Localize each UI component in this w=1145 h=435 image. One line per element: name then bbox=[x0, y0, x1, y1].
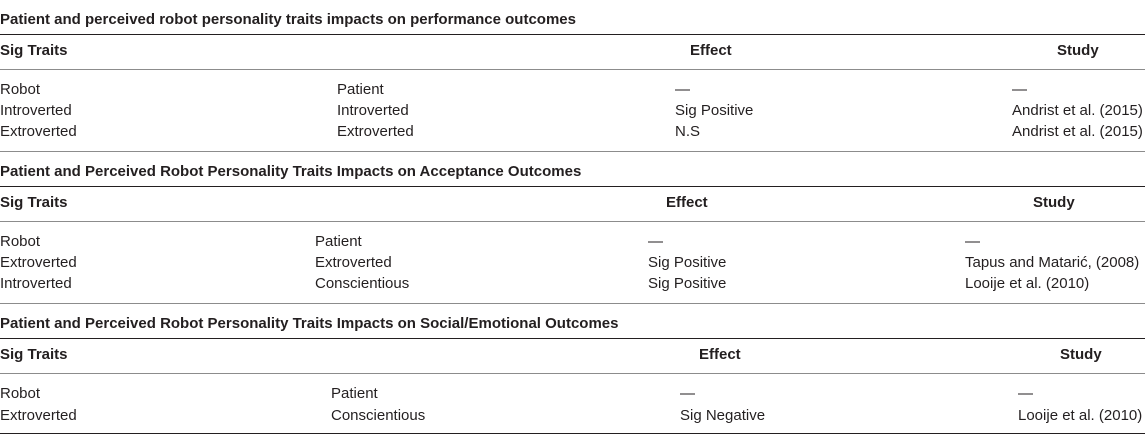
table-2-row-2-effect: Sig Positive bbox=[648, 254, 727, 271]
table-3-header-rule bbox=[0, 373, 1145, 374]
table-1-row-2-patient: Introverted bbox=[337, 102, 409, 119]
table-2-row-2-study: Tapus and Matarić, (2008) bbox=[965, 254, 1140, 271]
table-3-header-study: Study bbox=[1060, 346, 1102, 363]
table-3-row-1-patient: Patient bbox=[331, 385, 378, 402]
table-2-row-1-effect: — bbox=[648, 233, 663, 250]
table-1-bottom-rule bbox=[0, 151, 1145, 152]
table-3-row-1-study: — bbox=[1018, 385, 1033, 402]
table-1-row-3-study: Andrist et al. (2015) bbox=[1012, 123, 1143, 140]
table-2-row-2-robot: Extroverted bbox=[0, 254, 77, 271]
table-3-row-2-robot: Extroverted bbox=[0, 407, 77, 424]
table-3-header-traits: Sig Traits bbox=[0, 346, 68, 363]
table-1-header-study: Study bbox=[1057, 42, 1099, 59]
table-3-top-rule bbox=[0, 338, 1145, 339]
table-2-row-3-robot: Introverted bbox=[0, 275, 72, 292]
table-2-row-1-study: — bbox=[965, 233, 980, 250]
table-1-top-rule bbox=[0, 34, 1145, 35]
table-1-row-3-robot: Extroverted bbox=[0, 123, 77, 140]
table-2-row-3-study: Looije et al. (2010) bbox=[965, 275, 1090, 292]
table-2-header-rule bbox=[0, 221, 1145, 222]
table-3-title: Patient and Perceived Robot Personality … bbox=[0, 315, 619, 332]
table-2-top-rule bbox=[0, 186, 1145, 187]
table-2-title: Patient and Perceived Robot Personality … bbox=[0, 163, 582, 180]
table-1-header-rule bbox=[0, 69, 1145, 70]
table-2-bottom-rule bbox=[0, 303, 1145, 304]
table-1-row-1-study: — bbox=[1012, 81, 1027, 98]
table-1-row-2-robot: Introverted bbox=[0, 102, 72, 119]
table-2-header-study: Study bbox=[1033, 194, 1075, 211]
table-2-header-traits: Sig Traits bbox=[0, 194, 68, 211]
table-1-header-traits: Sig Traits bbox=[0, 42, 68, 59]
table-1-row-3-effect: N.S bbox=[675, 123, 701, 140]
table-1-row-2-study: Andrist et al. (2015) bbox=[1012, 102, 1143, 119]
table-1-row-1-effect: — bbox=[675, 81, 690, 98]
table-3-row-1-robot: Robot bbox=[0, 385, 41, 402]
table-2-header-effect: Effect bbox=[666, 194, 708, 211]
table-3-bottom-rule bbox=[0, 433, 1145, 434]
table-3-header-effect: Effect bbox=[699, 346, 741, 363]
table-1-row-1-robot: Robot bbox=[0, 81, 41, 98]
table-2-row-3-effect: Sig Positive bbox=[648, 275, 727, 292]
table-2-row-3-patient: Conscientious bbox=[315, 275, 410, 292]
table-1-row-2-effect: Sig Positive bbox=[675, 102, 754, 119]
table-3-row-2-patient: Conscientious bbox=[331, 407, 426, 424]
table-1-header-effect: Effect bbox=[690, 42, 732, 59]
table-2-row-2-patient: Extroverted bbox=[315, 254, 392, 271]
table-2-row-1-robot: Robot bbox=[0, 233, 41, 250]
table-1-title: Patient and perceived robot personality … bbox=[0, 11, 576, 28]
table-1-row-3-patient: Extroverted bbox=[337, 123, 414, 140]
table-2-row-1-patient: Patient bbox=[315, 233, 362, 250]
table-3-row-1-effect: — bbox=[680, 385, 695, 402]
table-1-row-1-patient: Patient bbox=[337, 81, 384, 98]
table-3-row-2-study: Looije et al. (2010) bbox=[1018, 407, 1143, 424]
table-3-row-2-effect: Sig Negative bbox=[680, 407, 766, 424]
